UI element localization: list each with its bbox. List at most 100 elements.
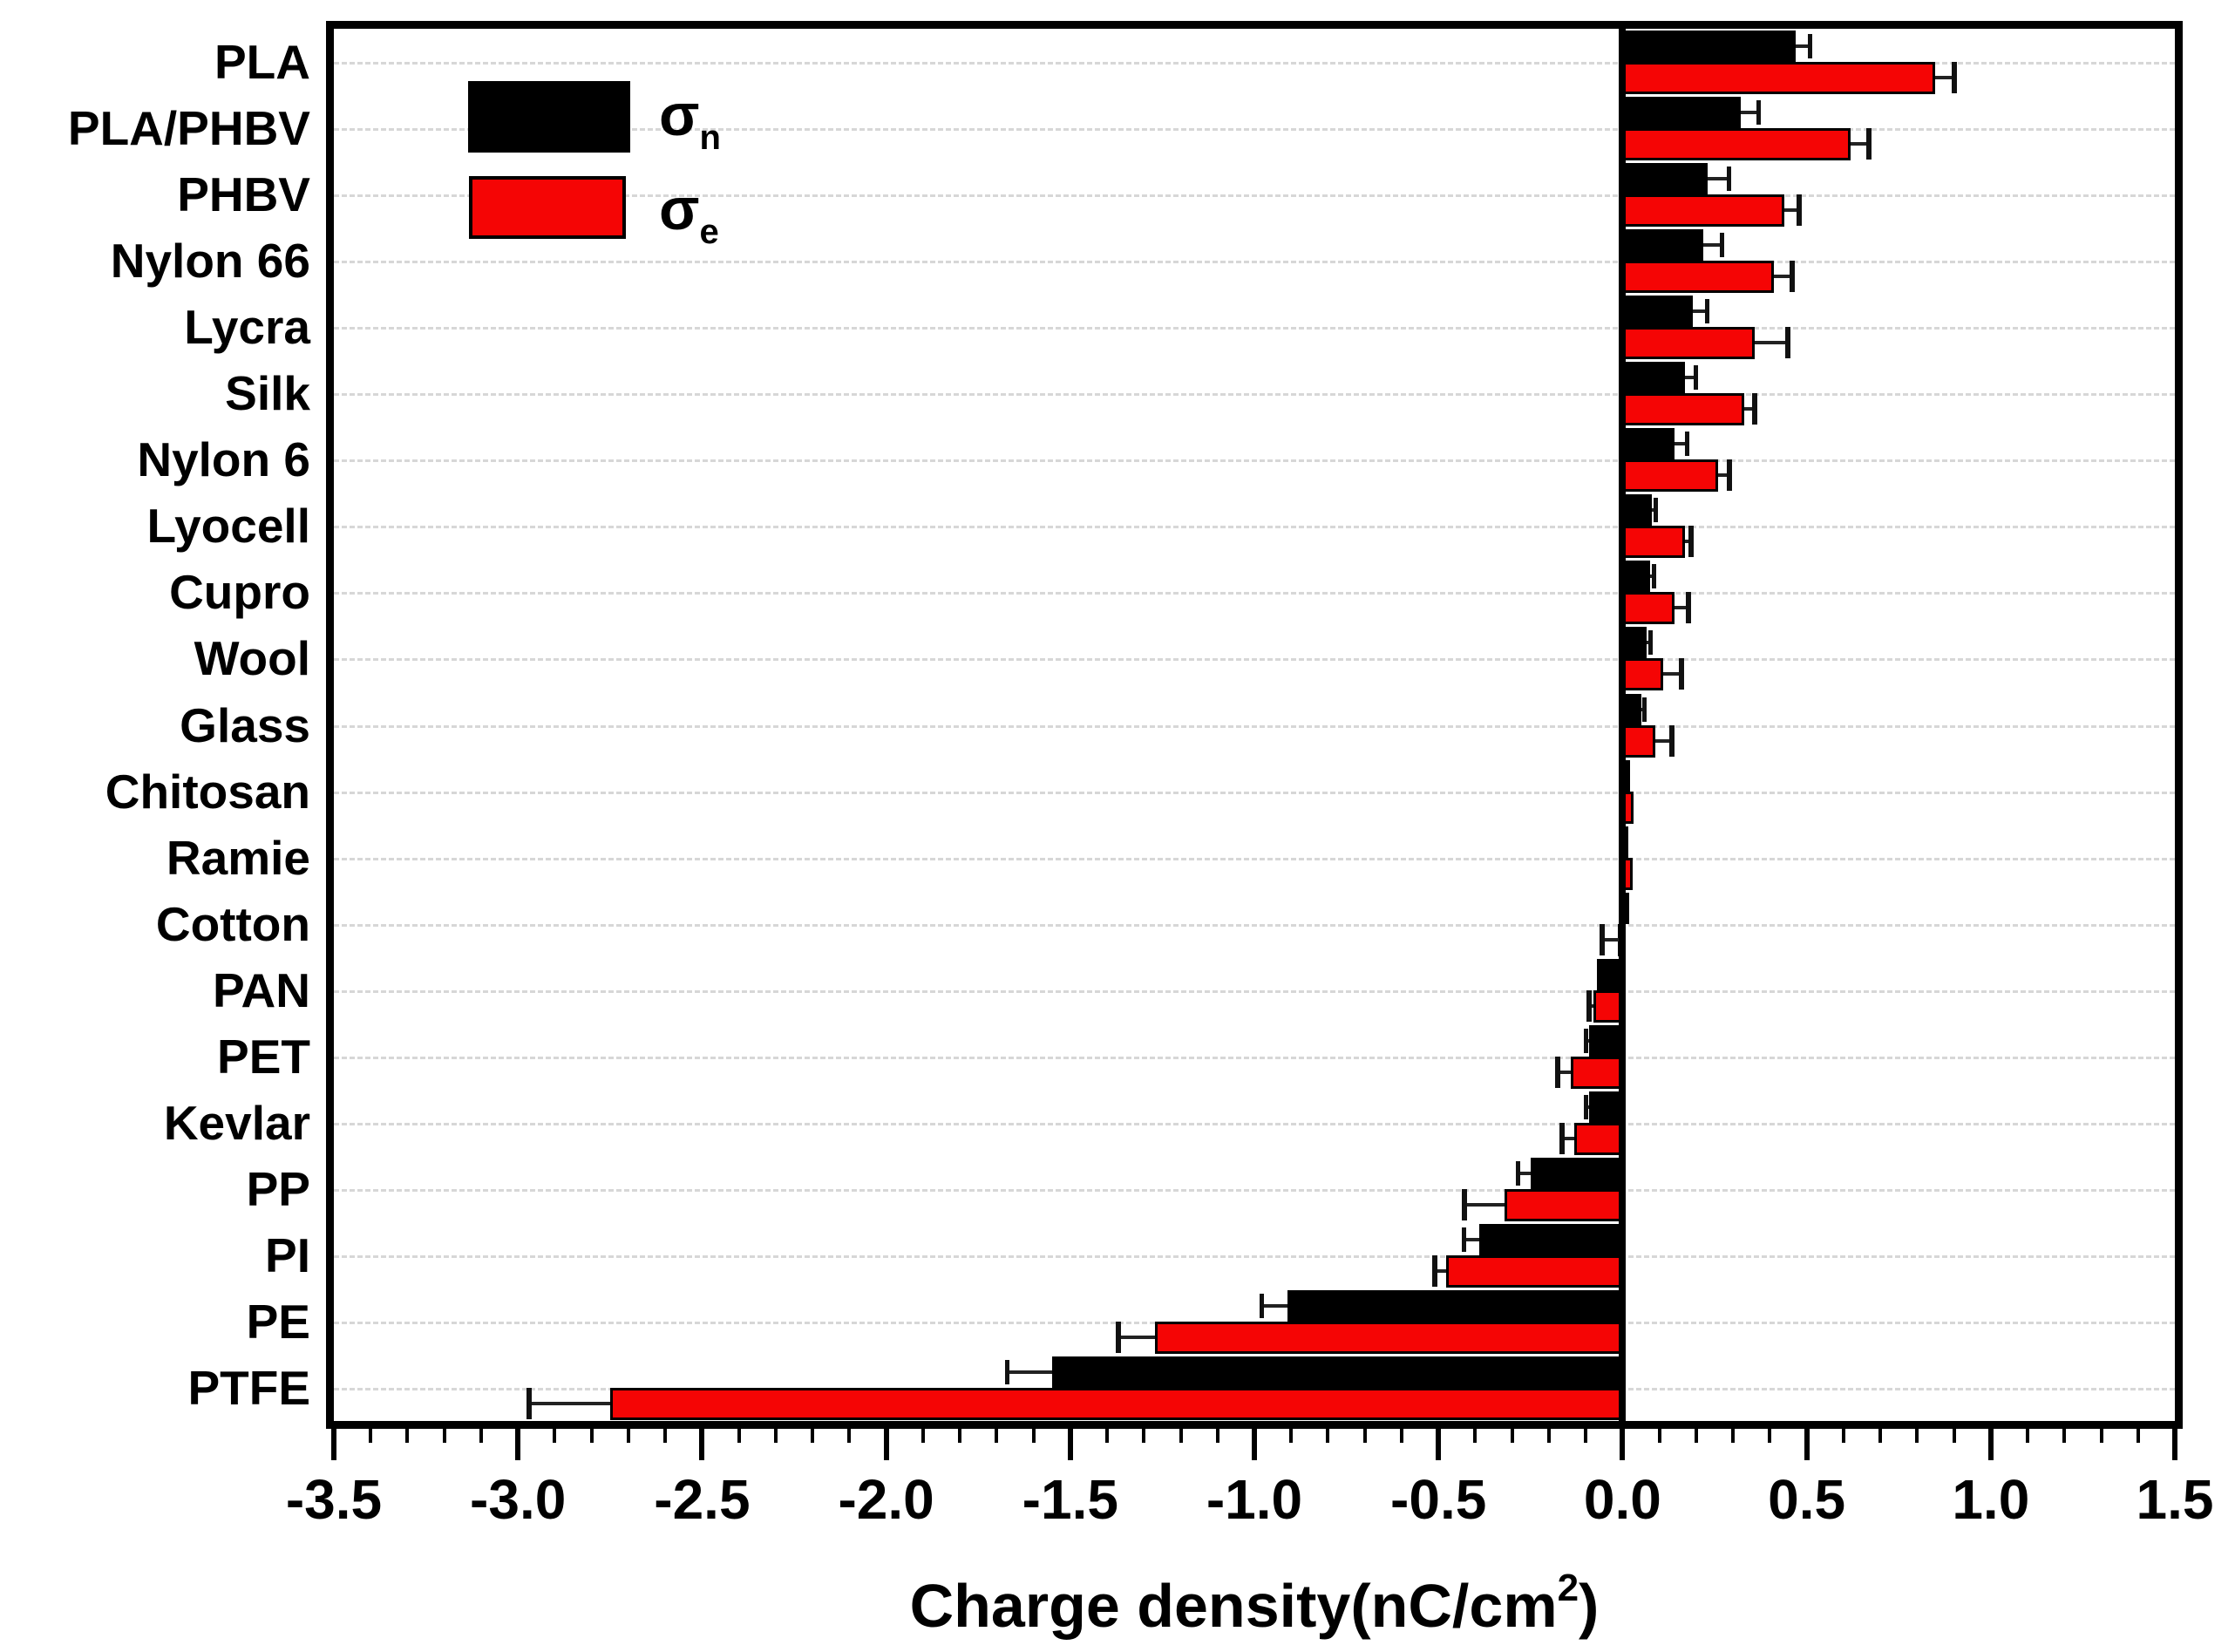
error-bar-cap: [1797, 194, 1803, 227]
gridline: [334, 724, 2175, 728]
x-minor-tick: [663, 1424, 668, 1443]
category-label-Silk: Silk: [225, 366, 310, 421]
gridline: [334, 62, 2175, 65]
error-bar-cap: [1752, 393, 1758, 425]
plot-canvas: [334, 29, 2175, 1421]
x-tick-label--1.0: -1.0: [1206, 1468, 1303, 1531]
x-major-tick: [515, 1424, 521, 1460]
legend-swatch-sigma-e-icon: [469, 176, 626, 239]
category-label-PET: PET: [217, 1029, 310, 1084]
bar-sigma-n-Silk: [1622, 362, 1686, 394]
gridline: [334, 459, 2175, 463]
error-bar-cap: [1669, 724, 1675, 757]
x-minor-tick: [1473, 1424, 1478, 1443]
error-bar-line: [1743, 407, 1756, 411]
error-bar-cap: [1785, 327, 1791, 359]
x-minor-tick: [1841, 1424, 1845, 1443]
error-bar-cap: [1653, 498, 1658, 523]
error-bar-line: [1851, 142, 1870, 146]
error-bar-line: [1935, 76, 1954, 79]
category-label-Ramie: Ramie: [166, 830, 310, 885]
bar-sigma-e-PI: [1445, 1254, 1623, 1288]
error-bar-cap: [1727, 167, 1732, 192]
x-minor-tick: [1031, 1424, 1036, 1443]
x-minor-tick: [1179, 1424, 1183, 1443]
gridline: [334, 1254, 2175, 1258]
bar-sigma-e-PHBV: [1622, 194, 1785, 228]
x-major-tick: [1252, 1424, 1257, 1460]
x-tick-label-1.5: 1.5: [2136, 1468, 2214, 1531]
category-label-PAN: PAN: [212, 962, 310, 1017]
error-bar-line: [1755, 341, 1789, 345]
x-axis-ticks: [331, 1424, 2177, 1467]
category-label-Cupro: Cupro: [169, 565, 310, 620]
bar-sigma-n-Wool: [1622, 627, 1647, 659]
sigma-e-subscript: e: [699, 213, 719, 251]
x-minor-tick: [773, 1424, 778, 1443]
x-major-tick: [699, 1424, 705, 1460]
bar-sigma-e-Nylon 6: [1622, 459, 1719, 493]
x-minor-tick: [1289, 1424, 1294, 1443]
error-bar-cap: [526, 1388, 532, 1419]
category-label-Cotton: Cotton: [155, 896, 310, 951]
error-bar-line: [1434, 1268, 1446, 1273]
category-label-Nylon 6: Nylon 6: [137, 432, 310, 487]
error-bar-line: [1685, 376, 1696, 380]
error-bar-line: [1685, 540, 1691, 544]
x-minor-tick: [811, 1424, 815, 1443]
error-bar-line: [1740, 111, 1759, 115]
x-minor-tick: [1731, 1424, 1736, 1443]
x-major-tick: [2172, 1424, 2177, 1460]
gridline: [334, 592, 2175, 595]
error-bar-line: [1464, 1202, 1505, 1207]
error-bar-cap: [1808, 34, 1813, 58]
error-bar-cap: [1678, 658, 1684, 690]
sigma-e-symbol: σ: [659, 176, 700, 242]
bar-sigma-n-PTFE: [1051, 1356, 1623, 1388]
category-label-Lycra: Lycra: [184, 300, 310, 355]
x-minor-tick: [1142, 1424, 1146, 1443]
gridline: [334, 658, 2175, 662]
x-minor-tick: [405, 1424, 410, 1443]
x-tick-label--0.5: -0.5: [1390, 1468, 1487, 1531]
x-minor-tick: [589, 1424, 594, 1443]
error-bar-line: [1261, 1303, 1287, 1308]
bar-sigma-n-Cupro: [1622, 561, 1651, 593]
x-tick-label--3.0: -3.0: [470, 1468, 567, 1531]
x-minor-tick: [2026, 1424, 2030, 1443]
bar-sigma-e-PLA/PHBV: [1622, 128, 1851, 161]
x-minor-tick: [1215, 1424, 1219, 1443]
bar-sigma-n-PAN: [1596, 958, 1623, 990]
category-label-PHBV: PHBV: [177, 167, 310, 222]
bar-sigma-n-Lyocell: [1622, 494, 1653, 527]
x-minor-tick: [1326, 1424, 1330, 1443]
bar-sigma-e-PLA: [1622, 62, 1936, 94]
bar-sigma-n-Kevlar: [1589, 1091, 1623, 1123]
gridline: [334, 923, 2175, 927]
x-minor-tick: [442, 1424, 446, 1443]
bar-sigma-e-Cupro: [1622, 592, 1675, 625]
error-bar-cap: [1559, 1122, 1565, 1154]
error-bar-cap: [1951, 62, 1957, 93]
error-bar-cap: [1515, 1160, 1520, 1186]
x-minor-tick: [1584, 1424, 1588, 1443]
x-minor-tick: [1510, 1424, 1514, 1443]
error-bar-line: [1795, 44, 1810, 48]
error-bar-cap: [1431, 1254, 1437, 1287]
error-bar-cap: [1115, 1321, 1121, 1353]
x-major-tick: [331, 1424, 336, 1460]
x-minor-tick: [737, 1424, 741, 1443]
error-bar-line: [1692, 309, 1708, 314]
x-minor-tick: [2099, 1424, 2103, 1443]
error-bar-cap: [1686, 592, 1692, 624]
gridline: [334, 393, 2175, 397]
error-bar-cap: [1583, 1094, 1588, 1119]
x-minor-tick: [2136, 1424, 2140, 1443]
error-bar-cap: [1719, 233, 1724, 258]
error-bar-line: [1662, 672, 1681, 676]
bar-sigma-n-Nylon 66: [1622, 229, 1704, 262]
gridline: [334, 1188, 2175, 1192]
error-bar-cap: [1462, 1227, 1467, 1252]
bar-sigma-n-PET: [1589, 1024, 1623, 1057]
